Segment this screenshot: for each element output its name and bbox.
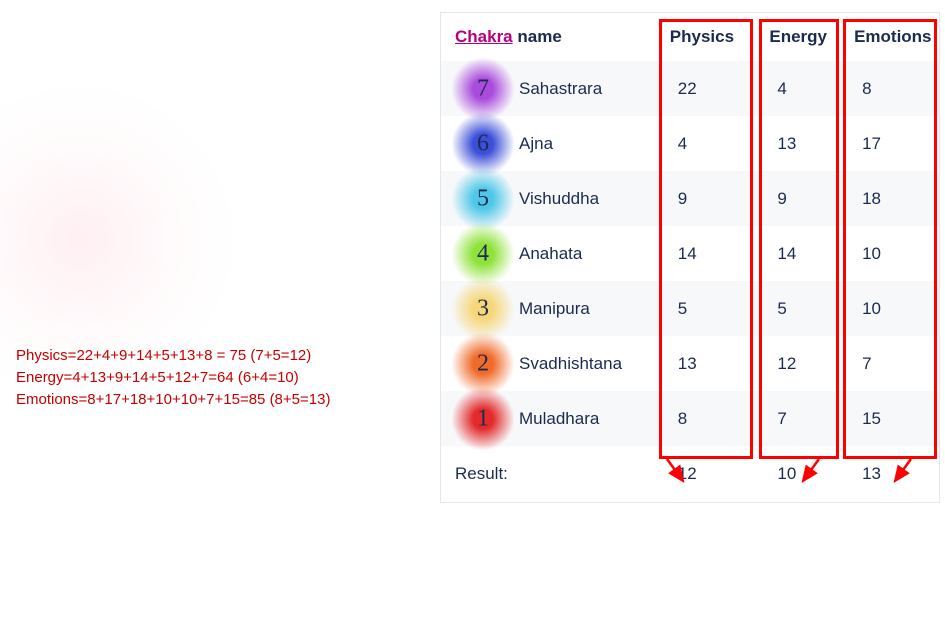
chakra-name-label: Muladhara <box>519 409 599 429</box>
physics-value: 9 <box>670 171 770 226</box>
physics-value: 13 <box>670 336 770 391</box>
chakra-name-cell: 2Svadhishtana <box>441 336 670 391</box>
annotation-line: Emotions=8+17+18+10+10+7+15=85 (8+5=13) <box>16 389 330 411</box>
chakra-name-cell: 7Sahastrara <box>441 61 670 116</box>
chakra-number: 6 <box>451 130 515 157</box>
emotions-value: 15 <box>854 391 939 446</box>
physics-value: 22 <box>670 61 770 116</box>
chakra-name-cell: 3Manipura <box>441 281 670 336</box>
energy-value: 12 <box>769 336 854 391</box>
chakra-orb: 1 <box>455 399 519 439</box>
energy-value: 14 <box>769 226 854 281</box>
emotions-value: 18 <box>854 171 939 226</box>
calculation-annotation: Physics=22+4+9+14+5+13+8 = 75 (7+5=12) E… <box>16 345 330 410</box>
chakra-name-label: Vishuddha <box>519 189 599 209</box>
emotions-value: 17 <box>854 116 939 171</box>
annotation-line: Physics=22+4+9+14+5+13+8 = 75 (7+5=12) <box>16 345 330 367</box>
chakra-name-cell: 1Muladhara <box>441 391 670 446</box>
table-row: 3Manipura5510 <box>441 281 939 336</box>
emotions-value: 8 <box>854 61 939 116</box>
chakra-number: 1 <box>451 405 515 432</box>
chakra-name-cell: 5Vishuddha <box>441 171 670 226</box>
table-row: 1Muladhara8715 <box>441 391 939 446</box>
chakra-name-cell: 4Anahata <box>441 226 670 281</box>
emotions-value: 7 <box>854 336 939 391</box>
table-header-row: Chakra name Physics Energy Emotions <box>441 13 939 61</box>
energy-value: 9 <box>769 171 854 226</box>
chakra-number: 5 <box>451 185 515 212</box>
energy-value: 13 <box>769 116 854 171</box>
chakra-link[interactable]: Chakra <box>455 27 513 46</box>
result-emotions: 13 <box>854 446 939 502</box>
physics-value: 14 <box>670 226 770 281</box>
chakra-name-label: Sahastrara <box>519 79 602 99</box>
table-row: 6Ajna41317 <box>441 116 939 171</box>
chakra-name-label: Anahata <box>519 244 582 264</box>
table-row: 5Vishuddha9918 <box>441 171 939 226</box>
chakra-orb: 5 <box>455 179 519 219</box>
chakra-table-container: Chakra name Physics Energy Emotions 7Sah… <box>440 12 940 503</box>
energy-value: 7 <box>769 391 854 446</box>
physics-value: 4 <box>670 116 770 171</box>
chakra-orb: 3 <box>455 289 519 329</box>
energy-value: 5 <box>769 281 854 336</box>
chakra-number: 4 <box>451 240 515 267</box>
result-row: Result: 12 10 13 <box>441 446 939 502</box>
table-row: 2Svadhishtana13127 <box>441 336 939 391</box>
table-row: 7Sahastrara2248 <box>441 61 939 116</box>
emotions-value: 10 <box>854 281 939 336</box>
annotation-line: Energy=4+13+9+14+5+12+7=64 (6+4=10) <box>16 367 330 389</box>
header-emotions: Emotions <box>854 13 939 61</box>
physics-value: 8 <box>670 391 770 446</box>
energy-value: 4 <box>769 61 854 116</box>
header-name-suffix: name <box>513 27 562 46</box>
chakra-table: Chakra name Physics Energy Emotions 7Sah… <box>441 13 939 502</box>
chakra-name-label: Svadhishtana <box>519 354 622 374</box>
chakra-name-label: Manipura <box>519 299 590 319</box>
chakra-number: 3 <box>451 295 515 322</box>
chakra-orb: 7 <box>455 69 519 109</box>
chakra-name-label: Ajna <box>519 134 553 154</box>
header-chakra-name: Chakra name <box>441 13 670 61</box>
result-energy: 10 <box>769 446 854 502</box>
chakra-number: 2 <box>451 350 515 377</box>
emotions-value: 10 <box>854 226 939 281</box>
result-label: Result: <box>441 446 670 502</box>
result-physics: 12 <box>670 446 770 502</box>
chakra-orb: 6 <box>455 124 519 164</box>
table-row: 4Anahata141410 <box>441 226 939 281</box>
chakra-number: 7 <box>451 75 515 102</box>
chakra-name-cell: 6Ajna <box>441 116 670 171</box>
header-physics: Physics <box>670 13 770 61</box>
chakra-orb: 4 <box>455 234 519 274</box>
physics-value: 5 <box>670 281 770 336</box>
header-energy: Energy <box>769 13 854 61</box>
chakra-orb: 2 <box>455 344 519 384</box>
